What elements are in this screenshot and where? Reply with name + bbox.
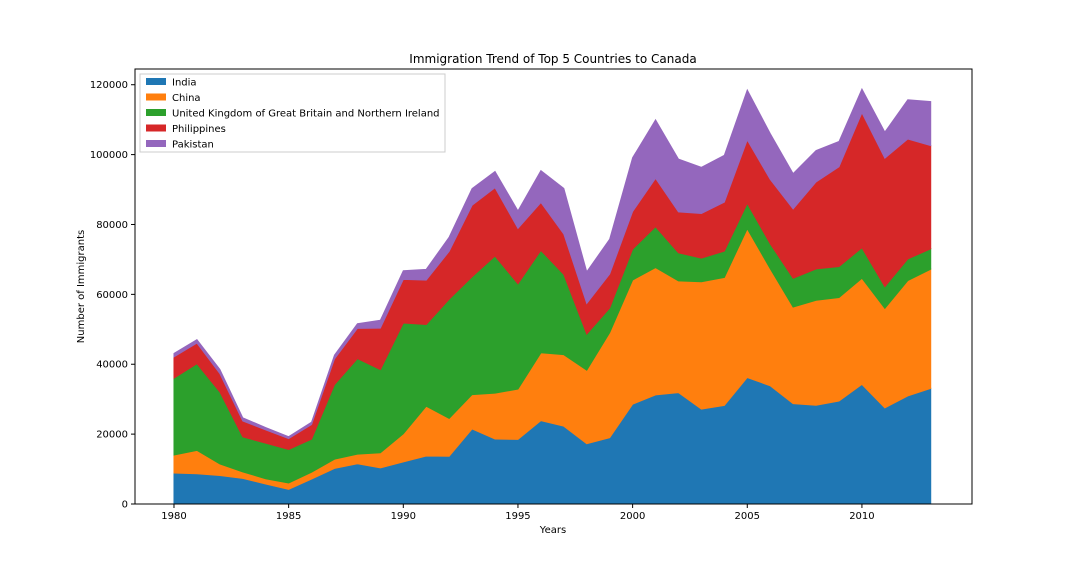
x-tick-label: 1980 xyxy=(161,511,186,522)
y-axis-ticks: 0 20000 40000 60000 80000 100000 120000 xyxy=(90,80,135,511)
plot-frame xyxy=(134,68,973,505)
chart-title: Immigration Trend of Top 5 Countries to … xyxy=(409,52,696,66)
area-pakistan xyxy=(173,87,932,440)
x-tick-label: 2000 xyxy=(620,511,645,522)
legend-swatch xyxy=(146,109,166,116)
x-tick-label: 1985 xyxy=(276,511,301,522)
y-axis-label: Number of Immigrants xyxy=(76,230,87,343)
legend: India China United Kingdom of Great Britai… xyxy=(139,73,446,153)
x-axis-ticks: 1980 1985 1990 1995 2000 2005 2010 xyxy=(161,504,875,522)
legend-label: Pakistan xyxy=(172,140,214,151)
legend-label: China xyxy=(172,93,201,104)
x-tick-label: 1995 xyxy=(505,511,530,522)
x-axis-label: Years xyxy=(539,525,566,536)
y-tick-label: 0 xyxy=(122,500,128,511)
x-tick-label: 1990 xyxy=(391,511,416,522)
x-tick-label: 2005 xyxy=(735,511,760,522)
y-tick-label: 80000 xyxy=(96,220,128,231)
legend-label: United Kingdom of Great Britain and Nort… xyxy=(172,109,440,120)
y-tick-label: 60000 xyxy=(96,290,128,301)
legend-swatch xyxy=(146,78,166,85)
x-tick-label: 2010 xyxy=(849,511,874,522)
y-tick-label: 20000 xyxy=(96,430,128,441)
legend-swatch xyxy=(146,93,166,101)
y-tick-label: 100000 xyxy=(90,150,128,161)
y-tick-label: 40000 xyxy=(96,360,128,371)
legend-swatch xyxy=(146,140,166,147)
area-series-group xyxy=(173,87,932,505)
legend-swatch xyxy=(146,124,166,132)
legend-label: India xyxy=(172,78,197,89)
legend-label: Philippines xyxy=(172,124,226,135)
legend-box xyxy=(139,73,446,153)
y-tick-label: 120000 xyxy=(90,80,128,91)
